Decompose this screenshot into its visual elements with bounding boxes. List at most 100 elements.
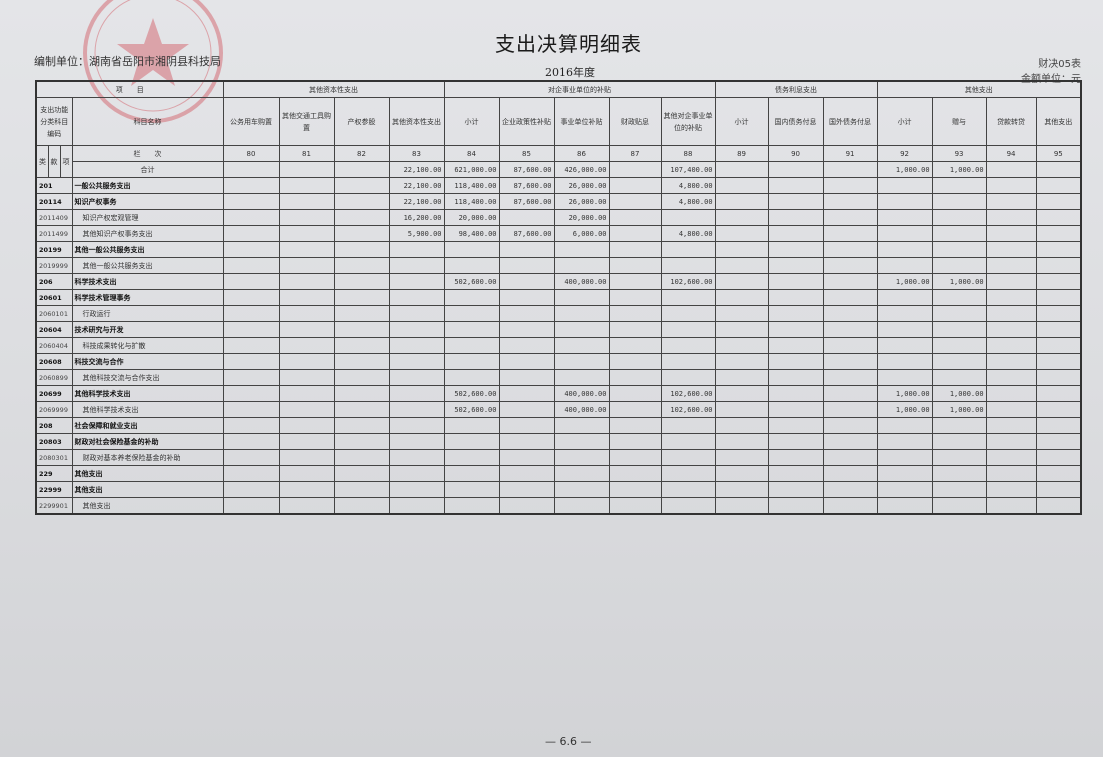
amount-cell — [498, 321, 555, 338]
amount-cell — [388, 369, 445, 386]
column-number: 92 — [876, 145, 933, 162]
amount-cell — [553, 433, 610, 450]
amount-cell — [498, 337, 555, 354]
amount-cell — [443, 369, 500, 386]
function-code: 22999 — [35, 481, 73, 498]
amount-cell — [767, 497, 824, 515]
function-code: 2011409 — [35, 209, 73, 226]
amount-cell — [822, 257, 878, 274]
amount-cell — [608, 289, 662, 306]
amount-cell — [931, 177, 987, 194]
amount-cell — [222, 401, 280, 418]
amount-cell — [714, 497, 769, 515]
amount-cell — [876, 449, 933, 466]
form-number: 财决05表 — [1038, 59, 1081, 70]
amount-cell — [553, 241, 610, 258]
amount-cell: 4,800.00 — [660, 193, 716, 210]
amount-cell — [443, 321, 500, 338]
amount-cell — [767, 193, 824, 210]
table-row: 20601 科学技术管理事务 — [35, 289, 1082, 306]
amount-cell — [388, 273, 445, 290]
amount-cell — [333, 433, 390, 450]
amount-cell — [931, 193, 987, 210]
amount-cell — [388, 497, 445, 515]
function-code: 20601 — [35, 289, 73, 306]
amount-cell — [498, 465, 555, 482]
amount-cell — [278, 273, 335, 290]
amount-cell — [1035, 401, 1082, 418]
amount-cell — [278, 385, 335, 402]
amount-cell: 6,000.00 — [553, 225, 610, 242]
amount-cell — [608, 321, 662, 338]
amount-cell — [1035, 481, 1082, 498]
amount-cell — [767, 417, 824, 434]
amount-cell — [443, 257, 500, 274]
amount-cell — [498, 401, 555, 418]
function-code: 208 — [35, 417, 73, 434]
amount-cell — [1035, 209, 1082, 226]
expenditure-detail-table: 项 目 其他资本性支出 对企事业单位的补贴 债务利息支出 其他支出 支出功能分类… — [35, 80, 1083, 515]
column-number: 81 — [278, 145, 335, 162]
total-cell: 621,000.00 — [443, 161, 500, 178]
lei-header: 类 — [35, 145, 49, 178]
amount-cell — [714, 193, 769, 210]
item-name: 财政对基本养老保险基金的补助 — [71, 449, 224, 466]
amount-cell — [278, 481, 335, 498]
column-number: 80 — [222, 145, 280, 162]
amount-cell — [553, 497, 610, 515]
column-number: 95 — [1035, 145, 1082, 162]
amount-cell — [222, 433, 280, 450]
amount-cell — [388, 417, 445, 434]
amount-cell — [931, 481, 987, 498]
amount-cell — [278, 193, 335, 210]
item-name: 科学技术支出 — [71, 273, 224, 290]
amount-cell — [498, 289, 555, 306]
amount-cell — [876, 433, 933, 450]
column-number: 89 — [714, 145, 769, 162]
table-row: 20699 其他科学技术支出 502,600.00 400,000.00 102,600… — [35, 385, 1082, 402]
total-cell — [1035, 161, 1082, 178]
amount-cell — [1035, 369, 1082, 386]
amount-cell — [222, 481, 280, 498]
amount-cell — [931, 289, 987, 306]
column-number: 83 — [388, 145, 445, 162]
column-number: 85 — [498, 145, 555, 162]
amount-cell — [714, 177, 769, 194]
amount-cell — [876, 209, 933, 226]
amount-cell: 26,000.00 — [553, 193, 610, 210]
amount-cell — [985, 321, 1037, 338]
total-cell — [822, 161, 878, 178]
function-code: 2060899 — [35, 369, 73, 386]
function-code: 20199 — [35, 241, 73, 258]
column-number: 82 — [333, 145, 390, 162]
amount-cell: 20,000.00 — [443, 209, 500, 226]
page-title: 支出决算明细表 — [495, 32, 642, 56]
amount-cell — [333, 289, 390, 306]
amount-cell — [876, 321, 933, 338]
amount-cell — [498, 385, 555, 402]
table-row: 2011409 知识产权宏观管理 16,200.00 20,000.00 20,000.… — [35, 209, 1082, 226]
amount-cell — [822, 433, 878, 450]
amount-cell — [278, 289, 335, 306]
amount-cell — [876, 481, 933, 498]
amount-cell — [876, 289, 933, 306]
amount-cell — [767, 289, 824, 306]
amount-cell — [498, 449, 555, 466]
amount-cell — [498, 305, 555, 322]
amount-cell — [660, 497, 716, 515]
amount-cell — [931, 321, 987, 338]
amount-cell: 502,600.00 — [443, 385, 500, 402]
amount-cell — [714, 241, 769, 258]
item-name: 科学技术管理事务 — [71, 289, 224, 306]
amount-cell — [714, 321, 769, 338]
amount-cell — [1035, 273, 1082, 290]
amount-cell — [931, 353, 987, 370]
amount-cell — [931, 449, 987, 466]
amount-cell — [333, 225, 390, 242]
amount-cell — [278, 465, 335, 482]
table-row: 2019999 其他一般公共服务支出 — [35, 257, 1082, 274]
amount-cell — [222, 417, 280, 434]
column-header: 其他交通工具购置 — [278, 97, 335, 146]
amount-cell — [278, 401, 335, 418]
column-header: 小计 — [714, 97, 769, 146]
